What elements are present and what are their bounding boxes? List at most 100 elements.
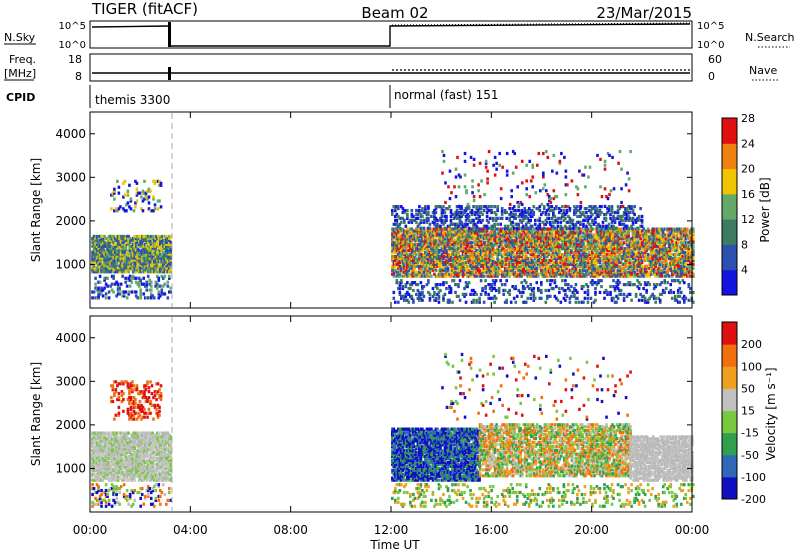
data-cell: [673, 268, 677, 272]
data-cell: [91, 262, 94, 266]
data-cell: [122, 290, 126, 294]
data-cell: [487, 264, 490, 268]
data-cell: [392, 256, 396, 261]
data-cell: [493, 210, 496, 215]
data-cell: [442, 235, 445, 239]
data-cell: [664, 252, 668, 257]
data-cell: [458, 222, 462, 226]
data-cell: [672, 262, 676, 266]
data-cell: [589, 250, 593, 255]
data-cell: [628, 270, 632, 274]
data-cell: [672, 227, 676, 231]
data-cell: [169, 268, 173, 272]
data-cell: [559, 237, 563, 241]
data-cell: [463, 229, 466, 233]
data-cell: [473, 229, 477, 233]
data-cell: [529, 274, 533, 278]
data-cell: [118, 256, 121, 260]
data-cell: [613, 266, 617, 270]
data-cell: [692, 249, 695, 253]
data-cell: [106, 270, 109, 274]
data-cell: [580, 258, 584, 263]
data-cell: [443, 239, 447, 243]
data-cell: [460, 272, 463, 276]
data-cell: [455, 205, 459, 209]
data-cell: [461, 229, 465, 233]
data-cell: [168, 250, 171, 254]
data-cell: [490, 266, 493, 270]
data-cell: [487, 247, 490, 251]
data-cell: [553, 262, 557, 266]
data-cell: [562, 268, 566, 272]
data-cell: [515, 222, 519, 226]
data-cell: [658, 229, 662, 233]
data-cell: [564, 262, 567, 266]
data-cell: [645, 274, 648, 278]
data-cell: [422, 226, 426, 230]
data-cell: [658, 258, 662, 263]
data-cell: [567, 250, 570, 255]
data-cell: [508, 216, 511, 220]
data-cell: [467, 256, 471, 261]
data-cell: [529, 214, 533, 219]
data-cell: [518, 235, 522, 239]
data-cell: [509, 210, 513, 215]
data-cell: [586, 233, 590, 237]
data-cell: [500, 256, 504, 261]
data-cell: [419, 270, 423, 274]
data-cell: [433, 254, 436, 259]
data-cell: [407, 235, 411, 239]
data-cell: [520, 239, 524, 243]
data-cell: [168, 270, 171, 274]
data-cell: [552, 229, 555, 233]
data-cell: [113, 238, 117, 242]
data-cell: [506, 226, 510, 230]
data-cell: [151, 252, 155, 256]
data-cell: [431, 258, 435, 263]
data-cell: [400, 252, 403, 257]
data-cell: [412, 247, 415, 251]
data-cell: [565, 233, 569, 237]
data-cell: [478, 270, 481, 274]
data-cell: [154, 236, 158, 241]
data-cell: [452, 272, 456, 276]
data-cell: [125, 238, 129, 242]
data-cell: [155, 270, 159, 274]
data-cell: [618, 245, 621, 249]
data-cell: [530, 237, 534, 241]
data-cell: [494, 260, 498, 264]
data-cell: [591, 243, 594, 247]
data-cell: [156, 179, 160, 183]
data-cell: [119, 260, 123, 264]
data-cell: [95, 236, 99, 241]
data-cell: [595, 250, 599, 255]
data-cell: [664, 258, 668, 263]
data-cell: [588, 241, 591, 245]
data-cell: [500, 260, 504, 264]
data-cell: [517, 256, 521, 261]
data-cell: [514, 241, 518, 245]
data-cell: [562, 235, 566, 239]
data-cell: [500, 235, 504, 239]
data-cell: [610, 274, 614, 278]
data-cell: [484, 250, 487, 255]
data-cell: [524, 264, 528, 268]
data-cell: [538, 243, 542, 247]
data-cell: [149, 246, 153, 250]
data-cell: [166, 238, 170, 242]
data-cell: [546, 231, 549, 235]
data-cell: [164, 258, 168, 262]
data-cell: [553, 256, 557, 261]
data-cell: [532, 239, 536, 243]
data-cell: [606, 264, 609, 268]
data-cell: [536, 243, 540, 247]
data-cell: [678, 266, 682, 270]
data-cell: [92, 252, 96, 256]
data-cell: [437, 239, 441, 243]
data-cell: [580, 241, 584, 245]
data-cell: [398, 233, 402, 237]
data-cell: [505, 241, 508, 245]
data-cell: [661, 262, 665, 266]
data-cell: [684, 250, 688, 255]
data-cell: [397, 214, 400, 219]
